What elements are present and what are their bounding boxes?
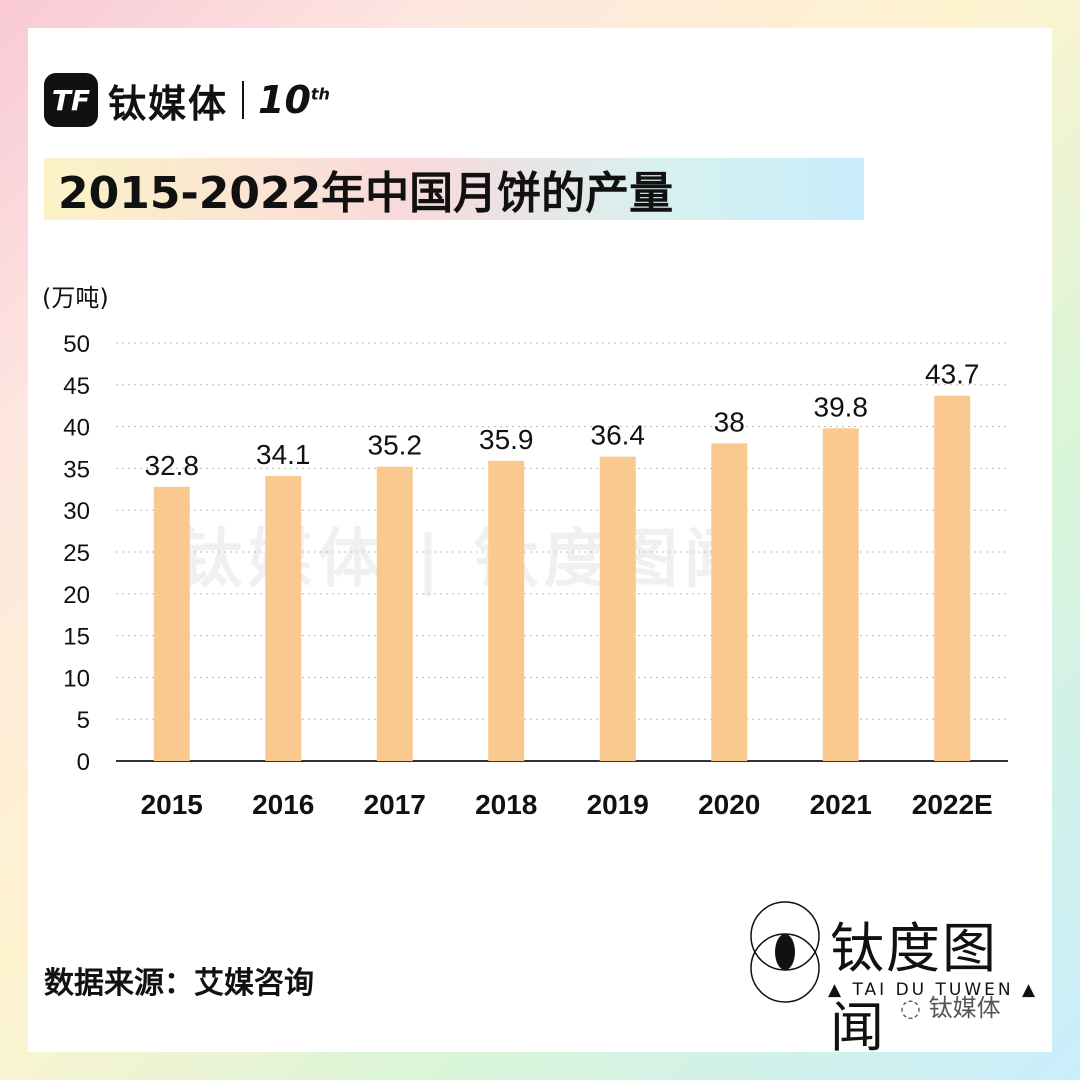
x-tick-label: 2022E bbox=[912, 789, 993, 820]
y-tick-label: 20 bbox=[63, 582, 90, 609]
y-tick-label: 45 bbox=[63, 373, 90, 400]
x-tick-label: 2016 bbox=[252, 789, 314, 820]
x-tick-label: 2018 bbox=[475, 789, 537, 820]
y-tick-label: 40 bbox=[63, 415, 90, 442]
tmtpost-logo-icon: TF bbox=[44, 73, 98, 127]
wechat-account: ◌ 钛媒体 bbox=[900, 988, 1001, 1023]
title-bar: 2015-2022年中国月饼的产量 bbox=[44, 158, 864, 220]
brand-divider bbox=[242, 81, 245, 119]
y-tick-label: 5 bbox=[77, 707, 90, 734]
anniversary-number: 10 bbox=[258, 78, 311, 122]
eye-logo-icon bbox=[750, 901, 820, 1003]
brand-header: TF 钛媒体 10th bbox=[44, 72, 330, 128]
bar-chart: 0 5 10 15 20 25 30 35 40 45 50 32.8 2015 34.1 2016 35.2… bbox=[63, 331, 1008, 820]
bar bbox=[934, 395, 971, 761]
taidu-tuwen-logo: 钛度图闻 ▲ TAI DU TUWEN ▲ bbox=[740, 894, 1040, 1059]
data-source: 数据来源：艾媒咨询 bbox=[44, 966, 314, 1001]
y-tick-label: 10 bbox=[63, 665, 90, 692]
brand-name: 钛媒体 bbox=[108, 81, 229, 126]
x-tick-label: 2019 bbox=[587, 789, 649, 820]
data-label: 39.8 bbox=[814, 391, 869, 422]
anniversary-suffix: th bbox=[310, 84, 330, 104]
bar bbox=[711, 443, 748, 761]
anniversary-badge: 10th bbox=[258, 78, 330, 122]
tuwen-subtitle: ▲ TAI DU TUWEN ▲ bbox=[828, 980, 1039, 1000]
x-tick-label: 2015 bbox=[141, 789, 203, 820]
y-tick-label: 25 bbox=[63, 540, 90, 567]
y-tick-label: 30 bbox=[63, 498, 90, 525]
data-label: 32.8 bbox=[145, 450, 200, 481]
y-tick-label: 35 bbox=[63, 456, 90, 483]
wechat-account-name: 钛媒体 bbox=[928, 994, 1001, 1022]
bar bbox=[153, 486, 190, 761]
y-axis-unit-label: (万吨) bbox=[42, 284, 109, 312]
y-tick-label: 15 bbox=[63, 624, 90, 651]
x-tick-label: 2021 bbox=[810, 789, 872, 820]
x-tick-label: 2020 bbox=[698, 789, 760, 820]
bar bbox=[488, 460, 525, 761]
data-label: 36.4 bbox=[591, 420, 646, 451]
bar bbox=[265, 475, 302, 761]
chart-title: 2015-2022年中国月饼的产量 bbox=[58, 168, 674, 219]
y-tick-label: 0 bbox=[77, 749, 90, 776]
bar bbox=[599, 456, 636, 761]
x-tick-label: 2017 bbox=[364, 789, 426, 820]
data-label: 43.7 bbox=[925, 359, 980, 390]
tuwen-name: 钛度图闻 bbox=[830, 917, 998, 1059]
wechat-icon: ◌ bbox=[900, 994, 929, 1022]
y-tick-label: 50 bbox=[63, 331, 90, 358]
bar bbox=[822, 428, 859, 761]
bar bbox=[376, 466, 413, 761]
data-label: 34.1 bbox=[256, 439, 311, 470]
data-label: 38 bbox=[714, 406, 745, 437]
infographic-card: TF 钛媒体 10th 2015-2022年中国月饼的产量 (万吨) 钛媒体 |… bbox=[28, 28, 1052, 1059]
data-label: 35.2 bbox=[368, 430, 423, 461]
data-label: 35.9 bbox=[479, 424, 534, 455]
